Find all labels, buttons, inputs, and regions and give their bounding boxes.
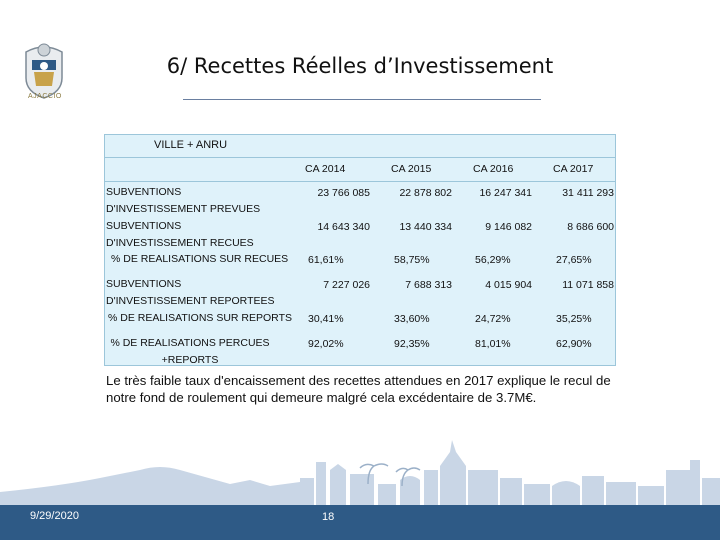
table-cell: 35,25%: [556, 313, 592, 325]
table-cell: 7 227 026: [323, 279, 370, 291]
table-cell: 22 878 802: [399, 187, 452, 199]
table-cell: 81,01%: [475, 338, 511, 350]
table-cell: 13 440 334: [399, 221, 452, 233]
header-divider: [104, 181, 616, 182]
table-cell: 9 146 082: [485, 221, 532, 233]
table-cell: 92,02%: [308, 338, 344, 350]
table-cell: 58,75%: [394, 254, 430, 266]
row-label: % DE REALISATIONS PERCUES +REPORTS: [110, 337, 270, 366]
row-label: % DE REALISATIONS SUR REPORTS: [108, 312, 292, 324]
table-cell: 31 411 293: [562, 187, 614, 199]
table-cell: 30,41%: [308, 313, 344, 325]
table-cell: 4 015 904: [485, 279, 532, 291]
caption-divider: [104, 157, 616, 158]
commentary-text: Le très faible taux d'encaissement des r…: [106, 373, 611, 405]
row-label: SUBVENTIONS D'INVESTISSEMENT PREVUES: [106, 186, 261, 215]
column-header: CA 2014: [305, 163, 346, 175]
table-cell: 16 247 341: [479, 187, 532, 199]
slide-title: 6/ Recettes Réelles d’Investissement: [166, 54, 554, 78]
row-label: % DE REALISATIONS SUR RECUES: [111, 253, 289, 265]
table-cell: 61,61%: [308, 254, 344, 266]
table-cell: 8 686 600: [567, 221, 614, 233]
coat-of-arms-icon: [25, 43, 63, 99]
data-table: [104, 134, 616, 366]
table-cell: 27,65%: [556, 254, 592, 266]
city-logo: [18, 38, 70, 104]
table-cell: 62,90%: [556, 338, 592, 350]
table-cell: 56,29%: [475, 254, 511, 266]
column-header: CA 2017: [553, 163, 594, 175]
row-label: SUBVENTIONS D'INVESTISSEMENT REPORTEES: [106, 278, 275, 307]
column-header: CA 2015: [391, 163, 432, 175]
table-cell: 14 643 340: [317, 221, 370, 233]
table-cell: 23 766 085: [317, 187, 370, 199]
table-cell: 11 071 858: [562, 279, 614, 291]
title-underline: [183, 99, 541, 100]
table-caption: VILLE + ANRU: [154, 139, 228, 151]
table-cell: 92,35%: [394, 338, 430, 350]
page-number: 18: [322, 511, 335, 523]
footer-bar: [0, 505, 720, 540]
logo-caption: AJACCIO: [28, 93, 62, 100]
slide-date: 9/29/2020: [30, 510, 79, 522]
table-cell: 7 688 313: [405, 279, 452, 291]
row-label: SUBVENTIONS D'INVESTISSEMENT RECUES: [106, 220, 254, 249]
column-header: CA 2016: [473, 163, 514, 175]
table-cell: 24,72%: [475, 313, 511, 325]
table-cell: 33,60%: [394, 313, 430, 325]
